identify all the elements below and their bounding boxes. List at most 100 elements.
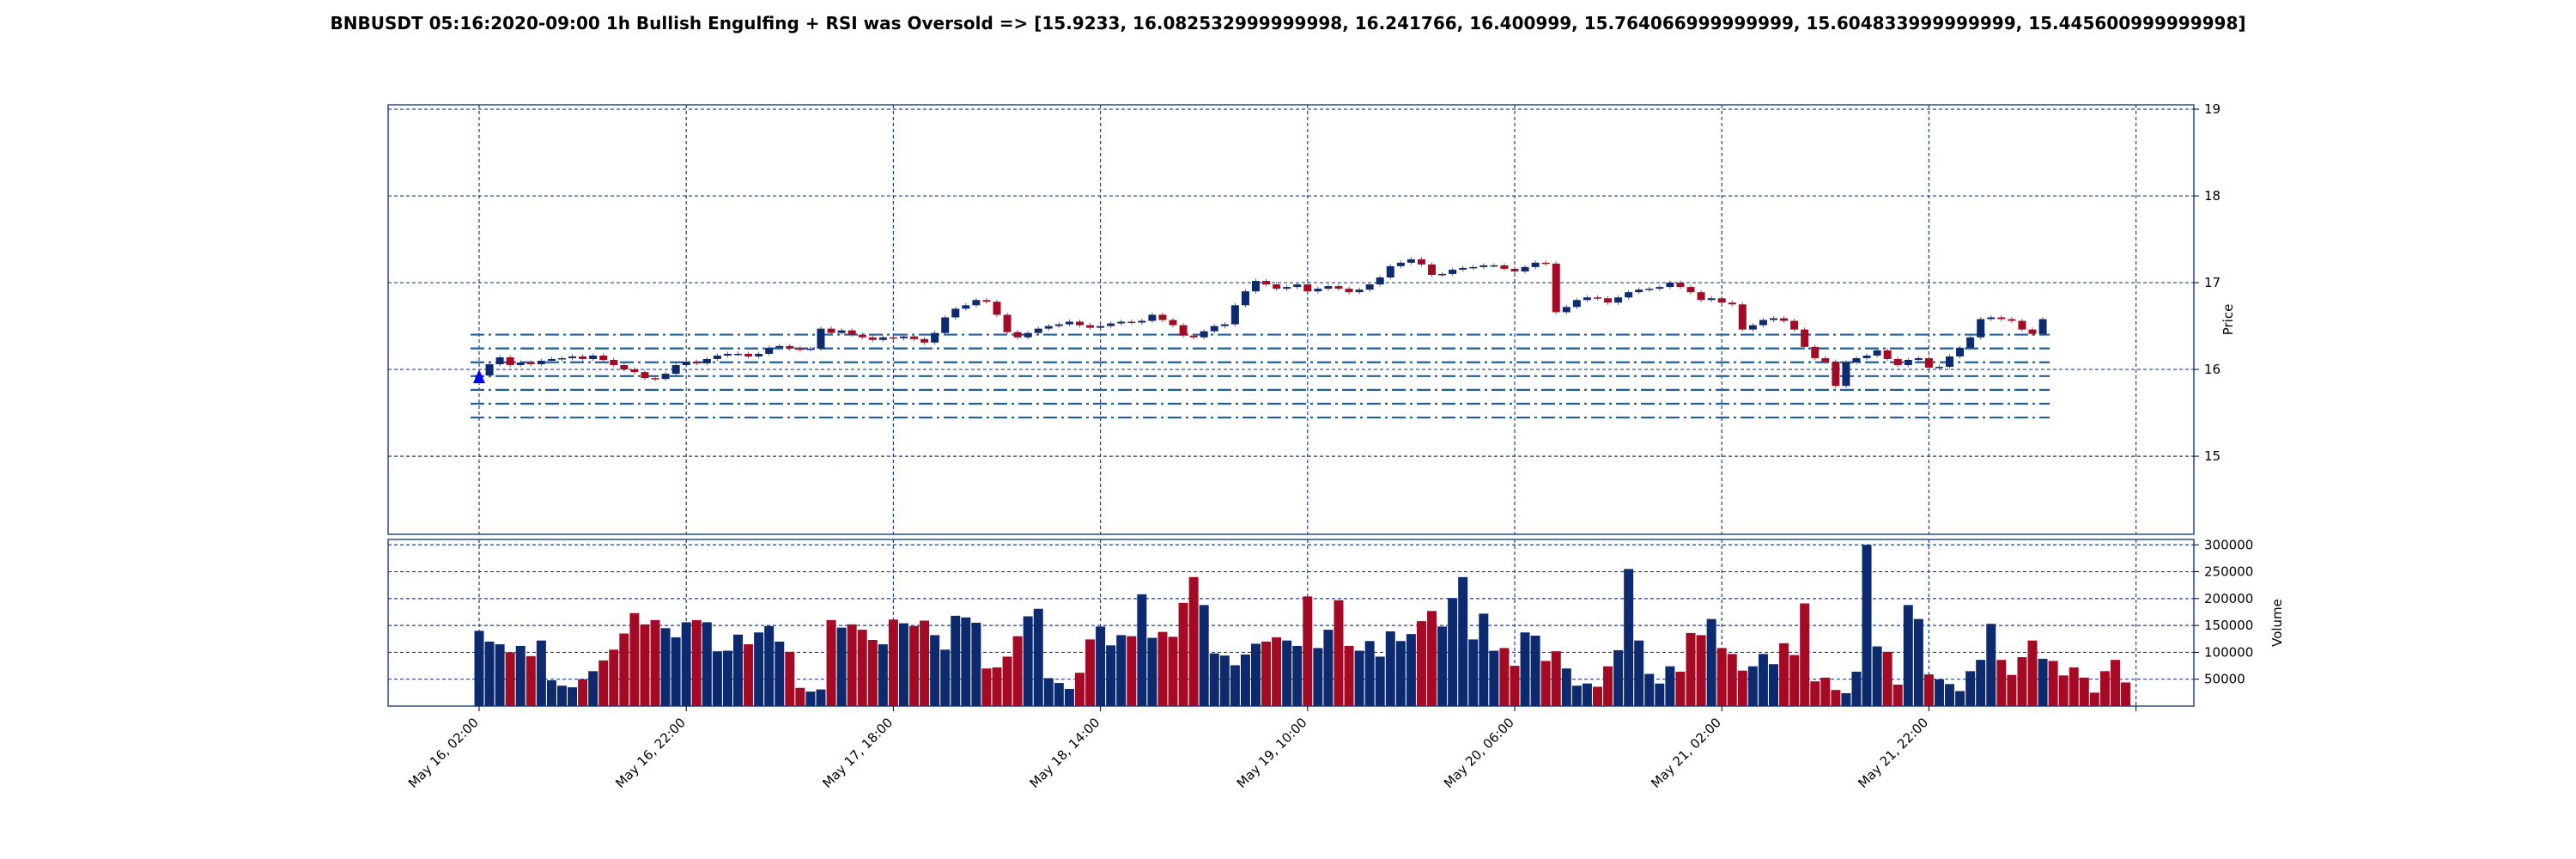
volume-bar xyxy=(1665,666,1675,706)
candle-body xyxy=(1469,266,1478,269)
candle-body xyxy=(837,330,846,333)
volume-bar xyxy=(1282,640,1292,706)
volume-bar xyxy=(2038,658,2048,706)
candle-body xyxy=(579,356,587,359)
volume-bar xyxy=(1510,666,1520,706)
volume-bar xyxy=(1468,639,1479,706)
volume-bar xyxy=(1955,691,1965,706)
candle-body xyxy=(2038,319,2047,334)
volume-panel: 50000 100000 150000 200000 250000 300000 xyxy=(387,537,2253,707)
candle-body xyxy=(1770,318,1777,320)
volume-bar xyxy=(712,651,722,706)
volume-bar xyxy=(1986,624,1996,706)
candle-body xyxy=(599,355,608,360)
volume-bar xyxy=(867,640,878,706)
candle-body xyxy=(734,353,742,356)
candle-body xyxy=(1914,357,1923,360)
volume-bar xyxy=(816,689,826,706)
candle-body xyxy=(1117,321,1126,324)
volume-bar xyxy=(785,651,795,706)
volume-bar xyxy=(1862,545,1872,706)
candle-body xyxy=(1210,326,1218,332)
candle-body xyxy=(920,338,929,343)
volume-bar xyxy=(940,649,951,706)
candle-body xyxy=(982,300,991,302)
x-tick-label: May 21, 22:00 xyxy=(1855,715,1931,791)
volume-bar xyxy=(2007,674,2017,706)
volume-bar xyxy=(744,644,754,706)
volume-bar xyxy=(1344,645,1354,706)
candle-body xyxy=(868,337,877,340)
candle-body xyxy=(1873,350,1881,356)
candle-body xyxy=(1324,286,1333,289)
volume-bar xyxy=(2027,640,2038,706)
volume-bar xyxy=(1137,594,1147,706)
volume-bar xyxy=(546,679,556,706)
volume-bar xyxy=(857,630,867,706)
candle-body xyxy=(1345,289,1353,293)
volume-bar xyxy=(898,623,908,706)
candle-body xyxy=(1075,321,1084,326)
candle-body xyxy=(817,328,825,349)
candle-body xyxy=(1893,358,1902,366)
candle-body xyxy=(1097,326,1105,328)
candle-body xyxy=(1179,325,1188,336)
volume-bar xyxy=(1448,598,1458,706)
volume-bar xyxy=(1893,684,1903,706)
candle-body xyxy=(1054,324,1063,326)
volume-bar xyxy=(1923,674,1934,706)
volume-bar xyxy=(1427,611,1437,706)
volume-bar xyxy=(505,652,515,706)
candle-body xyxy=(557,357,566,360)
candle-body xyxy=(1065,321,1073,325)
volume-bar xyxy=(1655,683,1665,706)
volume-bar xyxy=(1561,668,1571,706)
candle-body xyxy=(993,302,1001,315)
candle-body xyxy=(848,330,856,335)
candle-body xyxy=(951,308,960,318)
candle-body xyxy=(1127,321,1136,324)
volume-bar xyxy=(1313,648,1323,706)
price-tick-label: 15 xyxy=(2204,448,2221,464)
volume-bar xyxy=(578,679,588,706)
volume-bar xyxy=(1996,660,2007,706)
candle-body xyxy=(682,361,690,366)
candle-body xyxy=(568,356,577,358)
price-panel-frame xyxy=(387,104,2195,535)
candle-body xyxy=(1666,283,1674,288)
volume-bar xyxy=(795,687,805,706)
volume-bar xyxy=(2079,677,2089,706)
candle-body xyxy=(661,374,670,380)
volume-bar xyxy=(1178,602,1188,706)
candle-body xyxy=(1531,262,1540,267)
volume-bar xyxy=(1530,636,1540,706)
candle-body xyxy=(1541,262,1550,265)
volume-bar xyxy=(1520,632,1530,706)
volume-bar xyxy=(1385,631,1395,706)
candle-body xyxy=(931,332,939,343)
volume-bar xyxy=(1831,690,1841,706)
volume-bar xyxy=(1634,640,1644,706)
candle-body xyxy=(1738,304,1747,330)
candle-body xyxy=(1966,337,1975,348)
volume-bar xyxy=(681,622,691,706)
candle-body xyxy=(775,345,784,348)
volume-bar xyxy=(1064,688,1074,706)
candle-body xyxy=(1935,367,1943,369)
candle-body xyxy=(1977,319,1985,338)
volume-bar xyxy=(1416,621,1426,706)
volume-bar xyxy=(1706,618,1716,706)
candle-body xyxy=(1086,325,1095,328)
candle-body xyxy=(1759,320,1767,326)
volume-bar xyxy=(2017,657,2027,706)
volume-bar xyxy=(1364,641,1375,706)
candle-body xyxy=(1572,300,1581,308)
volume-axis-label: Volume xyxy=(2269,599,2285,647)
candle-body xyxy=(1645,289,1654,290)
volume-bar xyxy=(920,620,930,706)
volume-bar xyxy=(1489,650,1499,706)
candle-body xyxy=(1904,359,1912,366)
volume-bar xyxy=(1945,684,1955,706)
volume-bar xyxy=(1675,671,1686,706)
